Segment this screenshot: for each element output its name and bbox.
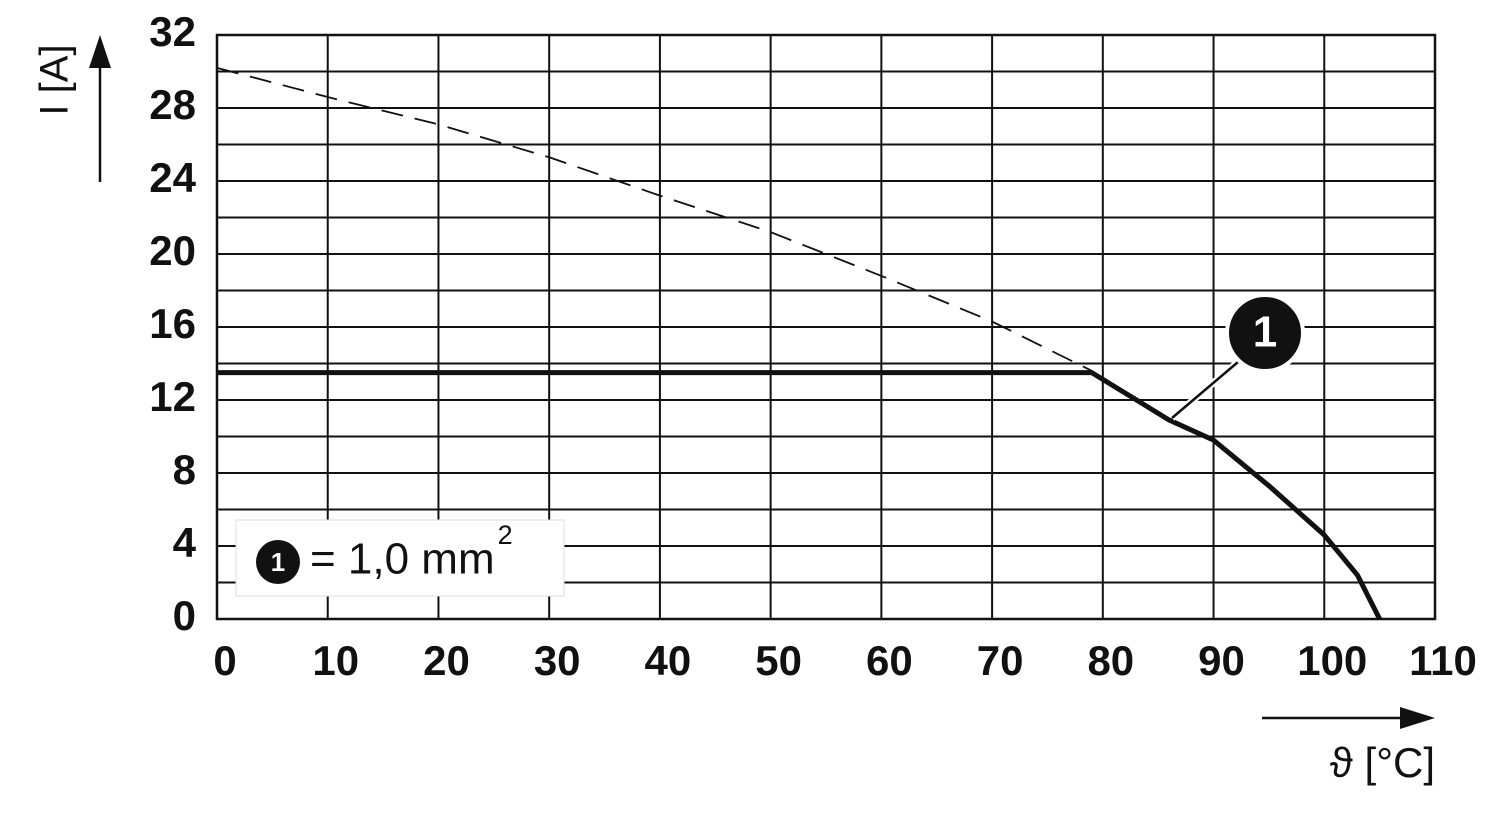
callout-marker bbox=[1225, 293, 1305, 373]
x-tick-label: 100 bbox=[1297, 637, 1367, 684]
x-tick-label: 30 bbox=[534, 637, 581, 684]
x-tick-label: 80 bbox=[1087, 637, 1134, 684]
legend-marker bbox=[256, 540, 300, 584]
x-tick-label: 90 bbox=[1198, 637, 1245, 684]
dashed-line bbox=[216, 66, 1093, 372]
y-tick-label: 28 bbox=[149, 81, 196, 128]
legend-marker-label: 1 bbox=[271, 547, 285, 577]
y-tick-label: 0 bbox=[173, 592, 196, 639]
y-tick-label: 24 bbox=[149, 154, 196, 201]
x-tick-label: 0 bbox=[213, 637, 236, 684]
y-tick-label: 20 bbox=[149, 227, 196, 274]
legend-text: = 1,0 mm bbox=[310, 535, 495, 584]
legend-superscript: 2 bbox=[498, 520, 513, 550]
x-tick-label: 40 bbox=[645, 637, 692, 684]
plot-border bbox=[215, 33, 1437, 621]
y-tick-label: 12 bbox=[149, 373, 196, 420]
x-tick-label: 10 bbox=[312, 637, 359, 684]
x-tick-label: 110 bbox=[1409, 637, 1477, 684]
curve-line bbox=[217, 370, 1382, 621]
callout-leader bbox=[1171, 361, 1239, 419]
y-arrow-head bbox=[89, 35, 111, 68]
x-tick-label: 20 bbox=[423, 637, 470, 684]
x-axis-label: ϑ [°C] bbox=[1330, 739, 1435, 786]
y-tick-label: 16 bbox=[149, 300, 196, 347]
callout-label: 1 bbox=[1253, 308, 1277, 357]
y-tick-label: 32 bbox=[149, 8, 196, 55]
x-tick-label: 70 bbox=[977, 637, 1024, 684]
x-tick-label: 60 bbox=[866, 637, 913, 684]
y-axis-label: I [A] bbox=[33, 44, 77, 115]
y-tick-label: 4 bbox=[173, 519, 197, 566]
y-tick-label: 8 bbox=[173, 446, 196, 493]
x-tick-label: 50 bbox=[755, 637, 802, 684]
x-arrow-head bbox=[1400, 707, 1435, 729]
